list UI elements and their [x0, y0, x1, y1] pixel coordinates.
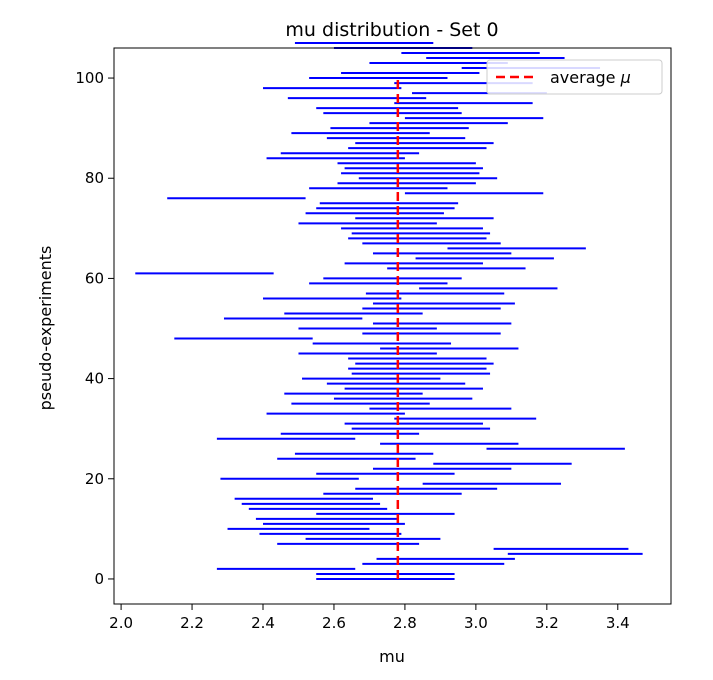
interval-series	[135, 41, 643, 580]
y-tick-label: 0	[94, 570, 104, 588]
x-tick-label: 2.0	[109, 614, 133, 632]
y-tick-label: 80	[85, 169, 104, 187]
x-axis-label: mu	[379, 647, 405, 666]
x-tick-label: 3.2	[535, 614, 559, 632]
y-tick-label: 100	[75, 69, 104, 87]
y-axis: 0 20 40 60 80 100	[75, 69, 114, 588]
y-axis-label: pseudo-experiments	[36, 246, 55, 411]
x-tick-label: 3.0	[464, 614, 488, 632]
chart-title: mu distribution - Set 0	[285, 19, 498, 41]
plot-area	[135, 41, 643, 580]
legend-entry-average-mu: average μ	[550, 68, 631, 87]
axes-frame	[113, 47, 672, 605]
legend: average μ	[486, 59, 663, 95]
x-tick-label: 2.2	[180, 614, 204, 632]
x-tick-label: 2.8	[393, 614, 417, 632]
x-tick-label: 2.4	[251, 614, 275, 632]
y-tick-label: 40	[85, 370, 104, 388]
x-tick-label: 3.4	[606, 614, 630, 632]
x-tick-label: 2.6	[322, 614, 346, 632]
y-tick-label: 60	[85, 269, 104, 287]
x-axis: 2.0 2.2 2.4 2.6 2.8 3.0 3.2 3.4	[109, 604, 630, 632]
y-tick-label: 20	[85, 470, 104, 488]
legend-box	[486, 59, 663, 95]
